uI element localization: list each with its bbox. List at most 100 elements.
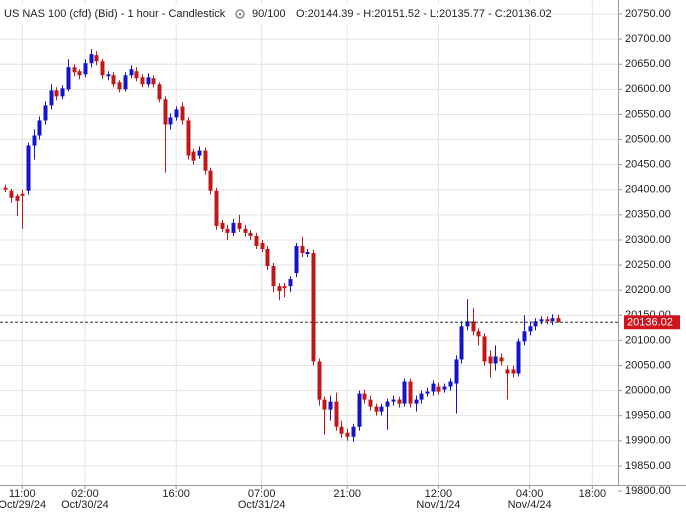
candle-body — [186, 120, 191, 156]
candle-body — [72, 67, 77, 73]
candle-body — [397, 399, 402, 404]
x-tick-date: Oct/30/24 — [61, 499, 109, 511]
candle-body — [539, 319, 544, 322]
settings-icon[interactable] — [235, 9, 245, 19]
y-tick-label: 20100.00 — [625, 334, 671, 346]
candle-body — [533, 321, 538, 327]
candle-body — [402, 381, 407, 404]
candle-body — [15, 195, 20, 201]
y-tick-label: 20650.00 — [625, 58, 671, 70]
axes: 19800.00 19850.00 19900.00 19950.00 20000.00… — [0, 8, 680, 511]
candle-body — [49, 90, 54, 106]
candle-body — [465, 321, 470, 327]
candle-body — [317, 361, 322, 400]
candle-body — [334, 401, 339, 427]
candle-body — [459, 326, 464, 360]
candle-body — [271, 266, 276, 287]
candle-body — [77, 71, 82, 76]
candle-body — [357, 393, 362, 427]
candle-body — [180, 106, 185, 121]
candle-body — [511, 369, 516, 374]
candle-body — [94, 55, 99, 62]
y-tick-label: 20000.00 — [625, 384, 671, 396]
candle-body — [300, 245, 305, 254]
candle-body — [550, 318, 555, 322]
y-tick-label: 20550.00 — [625, 108, 671, 120]
candle-body — [168, 117, 173, 125]
candle-body — [545, 319, 550, 322]
x-tick-label: 04:00 — [516, 488, 544, 500]
candle-body — [277, 286, 282, 292]
candle-body — [134, 71, 139, 79]
candle-body — [54, 90, 59, 97]
candle-body — [197, 150, 202, 156]
candle-body — [100, 61, 105, 76]
chart-title: US NAS 100 (cfd) (Bid) - 1 hour - Candle… — [4, 8, 226, 20]
candle-body — [476, 331, 481, 337]
candle-body — [374, 406, 379, 412]
candle-body — [493, 356, 498, 364]
candle-body — [32, 135, 37, 146]
candle-body — [140, 77, 145, 85]
candle-body — [431, 383, 436, 392]
candle-body — [243, 228, 248, 233]
candle-body — [248, 232, 253, 236]
candle-body — [419, 393, 424, 400]
candle-body — [362, 393, 367, 400]
x-tick-label: 07:00 — [248, 488, 276, 500]
y-tick-label: 19850.00 — [625, 460, 671, 472]
candle-body — [471, 321, 476, 332]
y-tick-label: 20600.00 — [625, 83, 671, 95]
candle-body — [305, 251, 310, 255]
candle-body — [556, 318, 561, 323]
candle-body — [83, 63, 88, 75]
candle-body — [288, 279, 293, 287]
y-tick-label: 20400.00 — [625, 184, 671, 196]
candle-body — [391, 399, 396, 402]
candle-body — [3, 187, 8, 190]
candle-body — [20, 193, 25, 196]
candle-body — [351, 426, 356, 437]
candle-body — [214, 190, 219, 226]
candle-body — [43, 105, 48, 121]
x-tick-label: 12:00 — [425, 488, 453, 500]
header-bg — [0, 4, 552, 24]
candle-body — [339, 426, 344, 434]
x-tick-label: 02:00 — [71, 488, 99, 500]
y-tick-label: 20200.00 — [625, 284, 671, 296]
candle-body — [237, 222, 242, 229]
candle-body — [385, 401, 390, 407]
y-tick-label: 20250.00 — [625, 259, 671, 271]
candle-body — [151, 78, 156, 85]
x-tick-label: 11:00 — [9, 488, 36, 500]
candle-body — [208, 170, 213, 191]
candle-body — [482, 336, 487, 362]
candle-body — [414, 399, 419, 404]
candle-body — [254, 235, 259, 246]
zoom-label: 90/100 — [252, 8, 286, 20]
y-tick-label: 19950.00 — [625, 410, 671, 422]
candle-body — [89, 54, 94, 64]
candle-body — [231, 222, 236, 233]
x-tick-date: Oct/29/24 — [0, 499, 46, 511]
x-tick-date: Nov/1/24 — [416, 499, 460, 511]
candle-body — [117, 82, 122, 90]
y-tick-label: 20350.00 — [625, 209, 671, 221]
candle-body — [528, 326, 533, 332]
y-tick-label: 20750.00 — [625, 8, 671, 20]
candle-body — [146, 77, 151, 85]
candle-body — [203, 150, 208, 171]
candle-body — [225, 228, 230, 233]
candle-body — [26, 145, 31, 191]
candle-body — [123, 75, 128, 90]
candle-body — [174, 109, 179, 118]
candle-body — [265, 248, 270, 267]
y-tick-label: 20700.00 — [625, 33, 671, 45]
candle-body — [368, 399, 373, 407]
x-tick-label: 16:00 — [162, 488, 190, 500]
y-tick-label: 20500.00 — [625, 133, 671, 145]
ohlc-readout: O:20144.39 - H:20151.52 - L:20135.77 - C… — [296, 8, 552, 20]
candle-body — [129, 69, 134, 76]
candle-body — [294, 245, 299, 274]
